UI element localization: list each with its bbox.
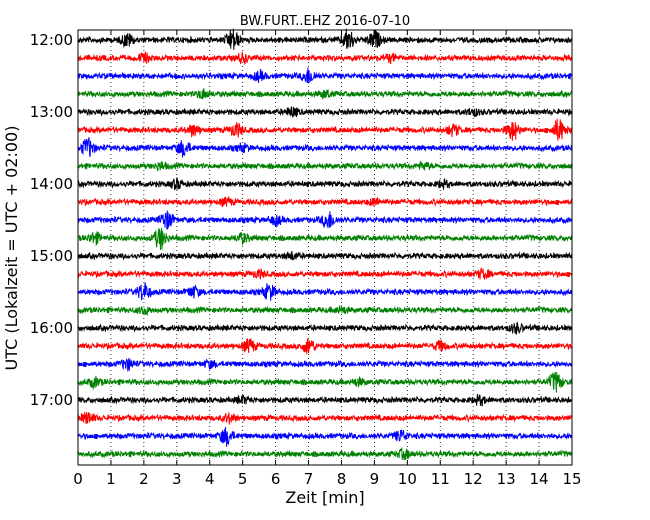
y-tick-label: 15:00: [30, 247, 73, 265]
x-tick-label: 12: [464, 470, 483, 488]
trace-line: [77, 250, 573, 261]
trace-line: [77, 426, 573, 447]
x-axis-label: Zeit [min]: [285, 488, 364, 507]
x-tick-label: 1: [106, 470, 116, 488]
x-tick-label: 9: [370, 470, 380, 488]
trace-line: [77, 177, 573, 191]
trace-line: [77, 210, 573, 230]
trace-line: [77, 371, 573, 393]
x-tick-label: 2: [139, 470, 149, 488]
y-tick-label: 17:00: [30, 391, 73, 409]
trace-line: [77, 338, 573, 354]
trace-line: [77, 321, 573, 335]
x-tick-label: 8: [337, 470, 347, 488]
x-tick-label: 6: [271, 470, 281, 488]
y-tick-label: 12:00: [30, 31, 73, 49]
x-tick-label: 10: [398, 470, 417, 488]
x-tick-label: 11: [431, 470, 450, 488]
trace-line: [77, 195, 573, 208]
trace-line: [77, 358, 573, 372]
trace-line: [77, 106, 573, 118]
x-tick-label: 0: [73, 470, 83, 488]
x-tick-label: 5: [238, 470, 248, 488]
x-tick-label: 14: [530, 470, 549, 488]
trace-line: [77, 118, 573, 141]
trace-line: [77, 393, 573, 407]
x-tick-label: 13: [497, 470, 516, 488]
x-tick-label: 4: [205, 470, 215, 488]
trace-line: [77, 137, 573, 158]
traces: [77, 28, 573, 461]
trace-line: [77, 267, 573, 280]
trace-line: [77, 51, 573, 66]
x-tick-label: 7: [304, 470, 314, 488]
chart-title: BW.FURT..EHZ 2016-07-10: [240, 14, 410, 29]
y-tick-label: 16:00: [30, 319, 73, 337]
y-tick-label: 13:00: [30, 103, 73, 121]
trace-line: [77, 446, 573, 461]
x-tick-label: 15: [562, 470, 581, 488]
grid: [110, 30, 540, 465]
trace-line: [77, 411, 573, 425]
trace-line: [77, 282, 573, 301]
trace-line: [77, 227, 573, 250]
trace-line: [77, 88, 573, 100]
trace-line: [77, 160, 573, 172]
y-axis-ticks: 12:00 13:00 14:00 15:00 16:00 17:00: [30, 31, 572, 409]
x-tick-label: 3: [172, 470, 182, 488]
trace-line: [77, 67, 573, 84]
trace-line: [77, 28, 573, 50]
x-axis-ticks: 0 1 2 3 4 5 6 7 8 9 10 11 12 13 14 15: [73, 30, 582, 488]
y-axis-label: UTC (Lokalzeit = UTC + 02:00): [2, 126, 21, 371]
trace-line: [77, 305, 573, 317]
y-tick-label: 14:00: [30, 175, 73, 193]
plot-frame: [77, 29, 573, 466]
